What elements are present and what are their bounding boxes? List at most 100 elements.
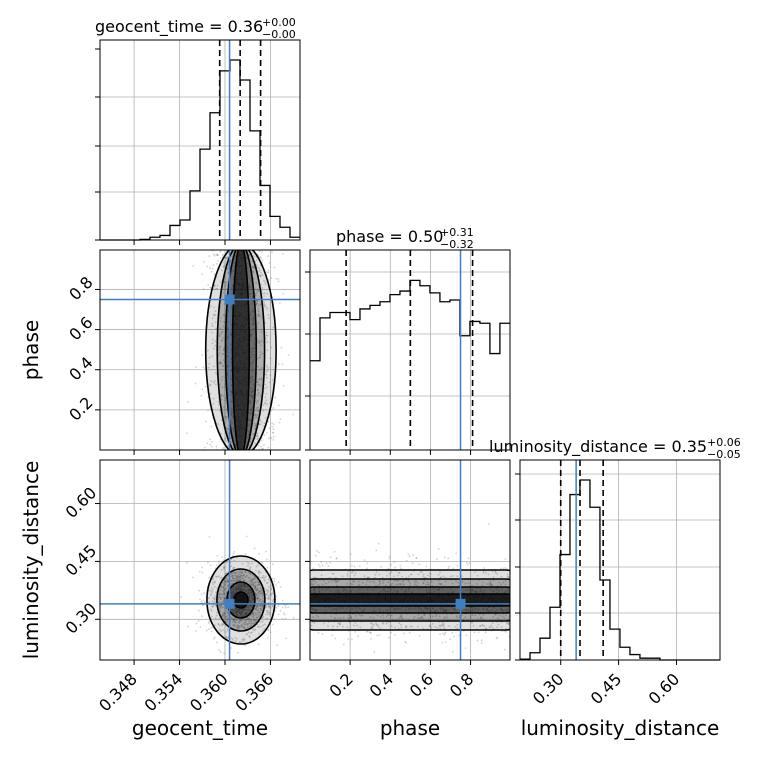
sample-point: [469, 610, 472, 613]
sample-point: [232, 269, 235, 271]
sample-point: [507, 588, 509, 591]
sample-point: [259, 255, 262, 258]
sample-point: [386, 575, 389, 577]
sample-point: [213, 600, 216, 603]
sample-point: [400, 626, 403, 629]
sample-point: [234, 621, 237, 624]
sample-point: [388, 557, 391, 560]
sample-point: [260, 577, 262, 579]
sample-point: [257, 406, 260, 409]
sample-point: [211, 338, 214, 341]
sample-point: [238, 609, 240, 612]
sample-point: [268, 611, 271, 614]
sample-point: [253, 343, 256, 345]
sample-point: [250, 401, 252, 404]
sample-point: [278, 421, 281, 424]
sample-point: [261, 286, 264, 289]
sample-point: [266, 637, 269, 639]
sample-point: [264, 613, 267, 616]
sample-point: [350, 590, 353, 593]
sample-point: [397, 608, 400, 611]
sample-point: [388, 572, 391, 575]
sample-point: [233, 559, 236, 562]
sample-point: [346, 573, 349, 575]
sample-point: [261, 591, 264, 594]
sample-point: [240, 608, 243, 611]
sample-point: [216, 614, 218, 617]
sample-point: [444, 608, 447, 611]
sample-point: [257, 611, 260, 614]
sample-point: [222, 567, 225, 570]
sample-point: [217, 594, 220, 597]
sample-point: [258, 584, 261, 587]
sample-point: [223, 616, 225, 619]
sample-point: [366, 580, 369, 582]
sample-point: [243, 614, 246, 617]
sample-point: [223, 589, 225, 592]
sample-point: [250, 605, 253, 608]
sample-point: [216, 284, 219, 287]
sample-point: [418, 606, 421, 609]
sample-point: [211, 588, 214, 591]
sample-point: [226, 321, 229, 324]
sample-point: [218, 403, 220, 406]
sample-point: [216, 575, 219, 578]
sample-point: [385, 609, 388, 612]
sample-point: [282, 385, 285, 387]
sample-point: [249, 591, 252, 594]
sample-point: [492, 579, 495, 582]
sample-point: [225, 440, 228, 442]
sample-point: [344, 591, 347, 594]
sample-point: [215, 327, 218, 330]
sample-point: [186, 561, 189, 564]
sample-point: [438, 582, 441, 585]
sample-point: [330, 580, 333, 583]
sample-point: [213, 585, 216, 588]
sample-point: [390, 625, 393, 628]
sample-point: [264, 373, 267, 376]
sample-point: [263, 579, 266, 581]
sample-point: [226, 610, 229, 613]
sample-point: [230, 369, 232, 372]
sample-point: [252, 358, 254, 361]
sample-point: [238, 618, 241, 621]
sample-point: [220, 316, 223, 319]
sample-point: [234, 617, 237, 620]
sample-point: [244, 619, 247, 621]
sample-point: [255, 291, 258, 294]
sample-point: [370, 627, 373, 629]
sample-point: [238, 612, 241, 615]
sample-point: [218, 332, 221, 335]
sample-point: [231, 617, 233, 620]
sample-point: [264, 416, 267, 419]
sample-point: [222, 292, 225, 294]
sample-point: [439, 583, 442, 586]
sample-point: [202, 366, 205, 369]
sample-point: [232, 430, 235, 433]
sample-point: [245, 590, 248, 593]
sample-point: [256, 434, 259, 437]
sample-point: [217, 617, 220, 620]
sample-point: [287, 354, 290, 357]
sample-point: [264, 606, 267, 609]
sample-point: [237, 588, 240, 591]
sample-point: [248, 617, 251, 620]
sample-point: [247, 576, 250, 579]
sample-point: [283, 613, 286, 616]
sample-point: [251, 613, 254, 615]
sample-point: [222, 253, 225, 256]
sample-point: [253, 322, 255, 325]
sample-point: [443, 617, 445, 620]
sample-point: [233, 262, 236, 265]
sample-point: [217, 354, 220, 357]
sample-point: [387, 614, 390, 617]
sample-point: [272, 431, 275, 434]
sample-point: [218, 352, 221, 355]
sample-point: [385, 622, 388, 625]
sample-point: [222, 612, 225, 614]
sample-point: [225, 256, 227, 259]
sample-point: [355, 610, 358, 613]
sample-point: [233, 588, 236, 591]
sample-point: [210, 589, 212, 592]
sample-point: [238, 609, 241, 611]
